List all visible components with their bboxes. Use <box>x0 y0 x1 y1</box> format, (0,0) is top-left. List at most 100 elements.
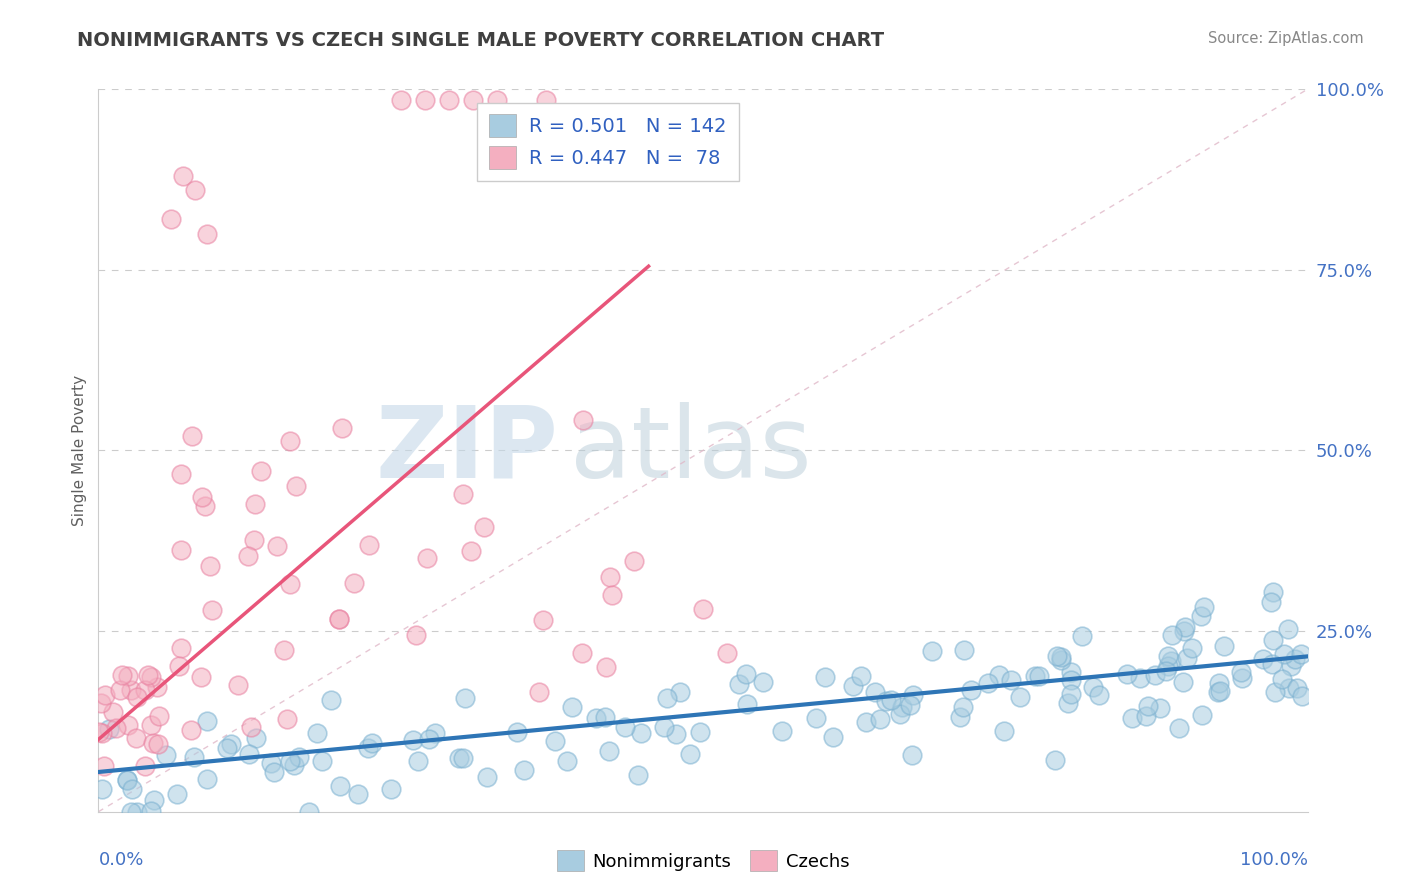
Point <box>90 726 112 740</box>
Point <box>298 805 321 819</box>
Point <box>1230 672 1253 686</box>
Point <box>146 680 169 694</box>
Point <box>1157 659 1180 673</box>
Point <box>993 724 1015 739</box>
Point <box>1278 681 1301 695</box>
Point <box>194 500 217 514</box>
Point <box>190 670 212 684</box>
Point <box>813 670 835 684</box>
Point <box>357 538 380 552</box>
Point <box>276 712 298 726</box>
Point <box>93 759 115 773</box>
Point <box>121 781 143 796</box>
Point <box>460 544 482 558</box>
Point <box>1289 647 1312 661</box>
Point <box>321 693 343 707</box>
Text: NONIMMIGRANTS VS CZECH SINGLE MALE POVERTY CORRELATION CHART: NONIMMIGRANTS VS CZECH SINGLE MALE POVER… <box>77 31 884 50</box>
Point <box>1174 620 1197 634</box>
Point <box>561 699 583 714</box>
Point <box>328 612 350 626</box>
Point <box>243 497 266 511</box>
Point <box>215 740 238 755</box>
Point <box>1049 650 1071 665</box>
Point <box>1213 639 1236 653</box>
Point <box>454 691 477 706</box>
Point <box>623 554 645 568</box>
Point <box>288 749 311 764</box>
Point <box>115 772 138 787</box>
Point <box>1088 688 1111 702</box>
Point <box>806 711 828 725</box>
Point <box>1277 622 1299 636</box>
Legend: Nonimmigrants, Czechs: Nonimmigrants, Czechs <box>550 843 856 879</box>
Point <box>821 731 844 745</box>
Point <box>160 212 183 227</box>
Point <box>197 772 219 786</box>
Point <box>283 758 305 772</box>
Point <box>1173 674 1195 689</box>
Point <box>1028 669 1050 683</box>
Point <box>285 478 308 492</box>
Point <box>1116 667 1139 681</box>
Point <box>357 740 380 755</box>
Point <box>453 751 475 765</box>
Point <box>238 747 260 761</box>
Point <box>273 643 295 657</box>
Point <box>87 725 110 739</box>
Point <box>879 692 901 706</box>
Point <box>260 756 283 770</box>
Point <box>91 781 114 796</box>
Point <box>875 694 897 708</box>
Point <box>486 93 509 107</box>
Point <box>571 646 593 660</box>
Point <box>328 612 350 626</box>
Point <box>1272 647 1295 661</box>
Point <box>1284 652 1306 666</box>
Legend: R = 0.501   N = 142, R = 0.447   N =  78: R = 0.501 N = 142, R = 0.447 N = 78 <box>477 103 738 180</box>
Point <box>891 700 914 714</box>
Point <box>447 751 470 765</box>
Point <box>960 682 983 697</box>
Point <box>1189 608 1212 623</box>
Point <box>125 805 148 819</box>
Point <box>120 805 142 819</box>
Point <box>425 725 447 739</box>
Point <box>1060 687 1083 701</box>
Point <box>117 718 139 732</box>
Point <box>104 721 127 735</box>
Point <box>1160 628 1182 642</box>
Point <box>1024 669 1046 683</box>
Point <box>1286 681 1309 695</box>
Point <box>544 733 567 747</box>
Point <box>360 736 382 750</box>
Point <box>728 677 751 691</box>
Point <box>1060 665 1083 680</box>
Point <box>155 747 177 762</box>
Point <box>513 763 536 777</box>
Point <box>263 765 285 780</box>
Point <box>593 710 616 724</box>
Point <box>111 668 134 682</box>
Point <box>531 614 554 628</box>
Point <box>903 688 925 702</box>
Point <box>572 413 595 427</box>
Point <box>181 429 204 443</box>
Point <box>329 779 352 793</box>
Point <box>184 183 207 197</box>
Point <box>1129 671 1152 685</box>
Point <box>652 720 675 734</box>
Point <box>380 781 402 796</box>
Text: atlas: atlas <box>569 402 811 499</box>
Point <box>534 93 557 107</box>
Point <box>669 685 692 699</box>
Point <box>278 754 301 768</box>
Point <box>598 744 620 758</box>
Point <box>402 732 425 747</box>
Point <box>472 520 495 534</box>
Point <box>849 669 872 683</box>
Point <box>347 787 370 801</box>
Point <box>413 93 436 107</box>
Point <box>183 750 205 764</box>
Point <box>869 713 891 727</box>
Point <box>195 227 218 241</box>
